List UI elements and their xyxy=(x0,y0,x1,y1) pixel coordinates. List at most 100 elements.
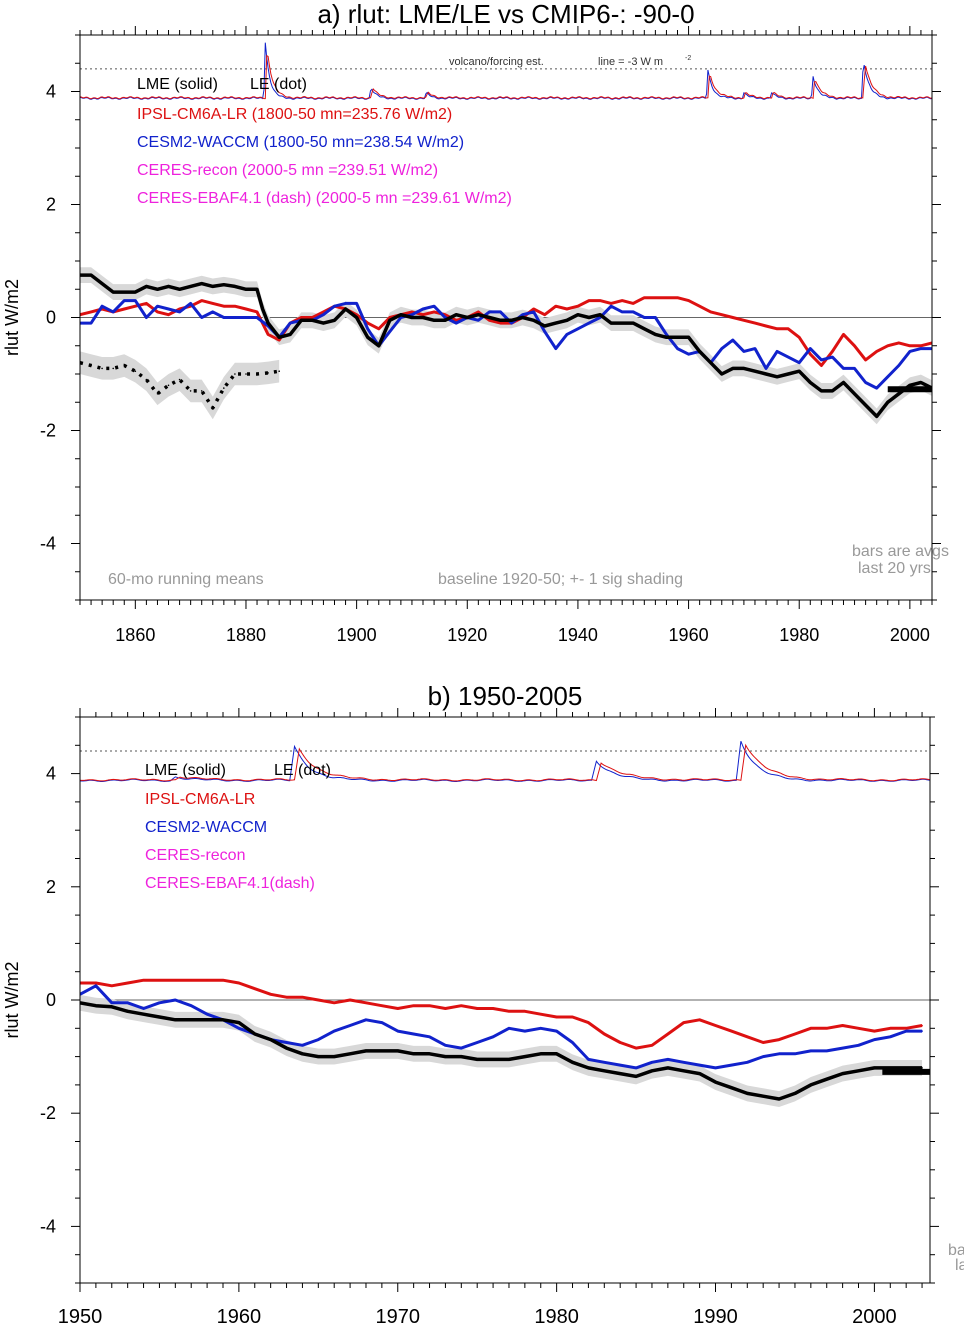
data-point-ipsl-cm6a-lr xyxy=(460,1004,463,1007)
x-tick-label: 1920 xyxy=(447,625,487,645)
data-point-ipsl-cm6a-lr xyxy=(588,299,590,302)
data-point-cesm2-waccm xyxy=(687,353,690,356)
data-point-lme-solid xyxy=(433,319,435,322)
data-point-lme-solid xyxy=(603,1070,606,1072)
data-point-lme-solid xyxy=(588,316,590,319)
data-point-lme-solid xyxy=(555,1053,558,1055)
data-point-lme-solid xyxy=(333,319,336,322)
data-point-cesm2-waccm xyxy=(810,1050,812,1052)
data-point-le-dot xyxy=(156,393,159,395)
data-point-cesm2-waccm xyxy=(543,330,546,333)
data-point-lme-solid xyxy=(145,285,148,288)
x-tick-label: 1880 xyxy=(226,625,266,645)
chart-title: a) rlut: LME/LE vs CMIP6-: -90-0 xyxy=(317,0,694,29)
data-point-cesm2-waccm xyxy=(397,1030,399,1032)
data-point-lme-solid xyxy=(123,291,126,293)
data-point-ipsl-cm6a-lr xyxy=(762,1041,764,1044)
data-point-lme-solid xyxy=(886,401,889,404)
data-point-cesm2-waccm xyxy=(381,1021,383,1024)
annotation: 60-mo running means xyxy=(108,571,264,588)
data-point-lme-solid xyxy=(322,322,325,324)
annotation: -2 xyxy=(685,55,691,62)
data-point-lme-solid xyxy=(820,390,823,392)
data-point-lme-solid xyxy=(841,1072,844,1075)
data-point-ipsl-cm6a-lr xyxy=(532,308,535,310)
data-point-lme-solid xyxy=(178,288,181,291)
data-point-ipsl-cm6a-lr xyxy=(587,1021,590,1024)
data-point-le-dot xyxy=(167,384,170,387)
data-point-le-dot xyxy=(212,407,214,409)
data-point-cesm2-waccm xyxy=(508,1027,510,1030)
data-point-lme-solid xyxy=(676,336,679,339)
data-point-lme-solid xyxy=(909,384,911,387)
y-tick-label: 4 xyxy=(46,764,56,784)
data-point-cesm2-waccm xyxy=(787,356,789,358)
legend-entry: CESM2-WACCM (1800-50 mn=238.54 W/m2) xyxy=(137,134,464,151)
data-point-ipsl-cm6a-lr xyxy=(886,345,889,347)
data-point-le-dot xyxy=(245,373,247,375)
data-point-le-dot xyxy=(101,367,103,370)
data-point-lme-solid xyxy=(200,282,203,285)
data-point-ipsl-cm6a-lr xyxy=(809,353,812,356)
legend-entry: CERES-recon xyxy=(145,847,245,864)
data-point-cesm2-waccm xyxy=(389,330,391,333)
data-point-cesm2-waccm xyxy=(842,367,845,370)
data-point-ipsl-cm6a-lr xyxy=(322,311,325,313)
data-point-ipsl-cm6a-lr xyxy=(492,1007,494,1010)
data-point-lme-solid xyxy=(400,313,402,316)
data-point-cesm2-waccm xyxy=(743,350,745,353)
data-point-lme-solid xyxy=(142,1013,145,1015)
data-point-cesm2-waccm xyxy=(476,1041,479,1044)
data-point-ipsl-cm6a-lr xyxy=(920,345,922,347)
data-point-cesm2-waccm xyxy=(588,322,590,324)
data-point-cesm2-waccm xyxy=(746,1061,749,1064)
data-point-cesm2-waccm xyxy=(428,1036,431,1038)
data-point-cesm2-waccm xyxy=(142,1007,145,1010)
data-point-cesm2-waccm xyxy=(632,311,634,313)
data-point-cesm2-waccm xyxy=(667,1058,669,1061)
data-point-ipsl-cm6a-lr xyxy=(95,982,97,984)
data-point-cesm2-waccm xyxy=(778,1053,780,1055)
data-point-lme-solid xyxy=(190,1019,192,1021)
data-point-lme-solid xyxy=(732,367,734,370)
data-point-ipsl-cm6a-lr xyxy=(676,296,679,299)
data-point-cesm2-waccm xyxy=(532,311,535,313)
data-point-lme-solid xyxy=(853,393,856,395)
data-point-lme-solid xyxy=(223,283,225,286)
volcano-forcing-cesm-line xyxy=(80,741,930,783)
data-point-cesm2-waccm xyxy=(794,1053,796,1055)
data-point-ipsl-cm6a-lr xyxy=(909,345,911,347)
data-point-ipsl-cm6a-lr xyxy=(621,299,623,302)
data-point-ipsl-cm6a-lr xyxy=(709,311,712,313)
data-point-ipsl-cm6a-lr xyxy=(366,322,369,324)
data-point-cesm2-waccm xyxy=(603,1061,606,1064)
data-point-lme-solid xyxy=(875,415,878,418)
data-point-cesm2-waccm xyxy=(158,1002,161,1004)
data-point-ipsl-cm6a-lr xyxy=(682,1021,685,1024)
data-point-ipsl-cm6a-lr xyxy=(317,999,320,1001)
data-point-cesm2-waccm xyxy=(444,316,446,319)
data-point-ipsl-cm6a-lr xyxy=(123,308,126,310)
data-point-cesm2-waccm xyxy=(223,316,225,319)
data-point-lme-solid xyxy=(311,319,314,322)
data-point-cesm2-waccm xyxy=(682,1061,685,1064)
data-point-ipsl-cm6a-lr xyxy=(269,993,272,996)
data-point-ipsl-cm6a-lr xyxy=(654,296,657,299)
data-point-cesm2-waccm xyxy=(95,985,97,987)
data-point-cesm2-waccm xyxy=(921,1030,923,1032)
data-point-lme-solid xyxy=(577,313,579,316)
data-point-cesm2-waccm xyxy=(333,305,336,308)
data-point-le-dot xyxy=(200,390,203,392)
x-tick-label: 1950 xyxy=(58,1306,103,1325)
data-point-lme-solid xyxy=(412,1053,415,1055)
volcano-forcing-ipsl-line xyxy=(80,743,930,782)
x-tick-label: 1990 xyxy=(693,1306,738,1325)
data-point-lme-solid xyxy=(158,1016,161,1018)
data-point-cesm2-waccm xyxy=(317,1038,320,1041)
data-point-cesm2-waccm xyxy=(853,367,856,370)
annotation: ba xyxy=(948,1242,964,1259)
data-point-cesm2-waccm xyxy=(730,1064,733,1066)
data-point-ipsl-cm6a-lr xyxy=(643,296,646,299)
data-point-lme-solid xyxy=(355,316,358,319)
data-point-cesm2-waccm xyxy=(112,311,114,313)
